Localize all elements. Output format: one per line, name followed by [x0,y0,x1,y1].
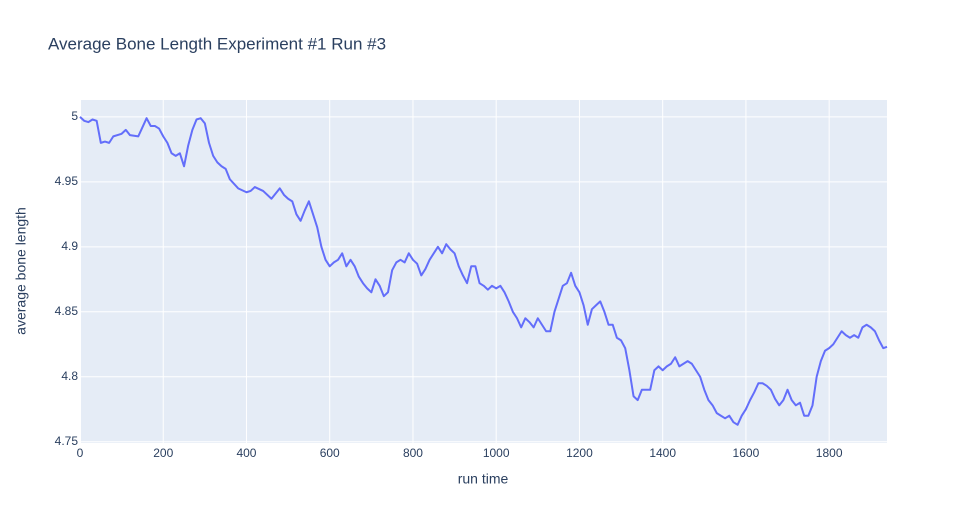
plot-area [80,100,887,443]
x-tick-label: 0 [77,446,84,460]
chart-title: Average Bone Length Experiment #1 Run #3 [48,34,386,53]
x-tick-label: 1200 [566,446,593,460]
y-tick-label: 4.95 [55,174,79,188]
y-tick-label: 4.9 [61,239,78,253]
y-tick-label: 5 [71,109,78,123]
x-tick-label: 1400 [649,446,676,460]
x-tick-label: 600 [320,446,340,460]
data-line [79,116,888,426]
y-tick-label: 4.75 [55,434,79,448]
x-axis-title: run time [458,471,509,487]
x-tick-label: 800 [403,446,423,460]
x-tick-label: 1800 [816,446,843,460]
x-tick-label: 1600 [733,446,760,460]
x-tick-label: 1000 [483,446,510,460]
y-tick-label: 4.85 [55,304,79,318]
y-axis-title: average bone length [13,207,29,335]
x-tick-label: 400 [236,446,256,460]
x-tick-label: 200 [153,446,173,460]
y-tick-label: 4.8 [61,369,78,383]
